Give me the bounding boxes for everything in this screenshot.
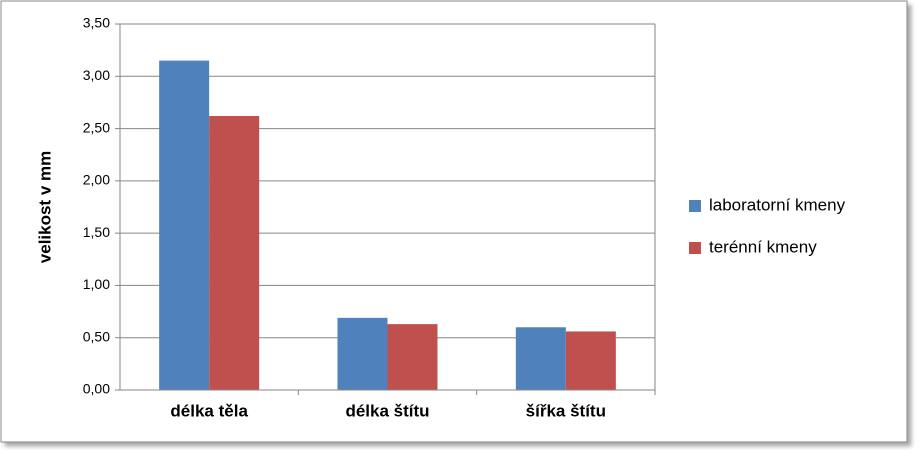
bar	[209, 116, 260, 390]
y-tick-label: 3,50	[83, 15, 110, 31]
y-tick-label: 2,50	[83, 119, 110, 135]
x-tick-label: délka štítu	[345, 401, 429, 420]
legend-swatch	[689, 242, 701, 254]
x-tick-label: šířka štítu	[526, 401, 606, 420]
legend-label: laboratorní kmeny	[709, 195, 846, 214]
chart-frame	[0, 0, 908, 443]
y-tick-label: 3,00	[83, 67, 110, 83]
y-tick-label: 1,00	[83, 276, 110, 292]
y-tick-label: 0,50	[83, 328, 110, 344]
y-tick-label: 1,50	[83, 224, 110, 240]
legend-swatch	[689, 200, 701, 212]
legend-label: terénní kmeny	[709, 237, 817, 256]
bar	[159, 60, 210, 390]
y-tick-label: 0,00	[83, 381, 110, 397]
y-tick-label: 2,00	[83, 172, 110, 188]
y-axis-label: velikost v mm	[35, 151, 54, 263]
x-tick-label: délka těla	[170, 401, 248, 420]
bar	[337, 317, 388, 390]
bar	[515, 327, 566, 390]
bar	[565, 331, 616, 390]
bar	[387, 324, 438, 390]
